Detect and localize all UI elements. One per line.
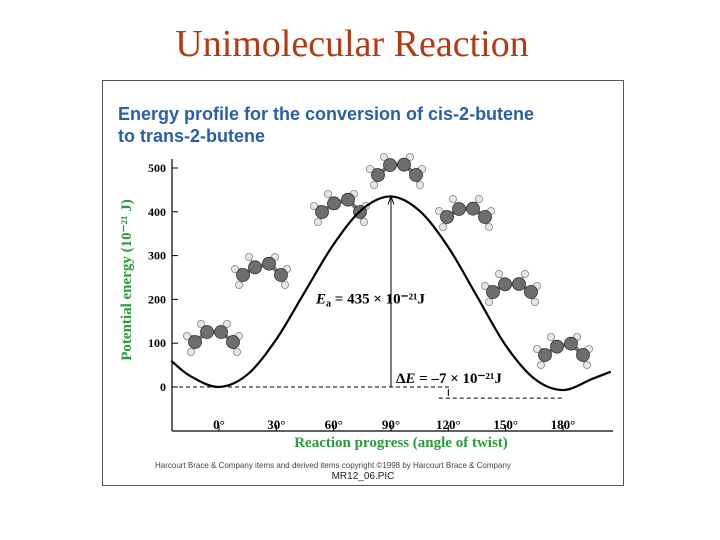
chart-title-line-1: Energy profile for the conversion of cis…	[118, 104, 535, 124]
carbon-atom	[200, 325, 214, 339]
x-tick-label: 150°	[493, 417, 518, 432]
hydrogen-atom	[182, 332, 191, 340]
delta-e-label: ΔE = –7 × 10⁻²¹J	[396, 371, 502, 387]
hydrogen-atom	[196, 319, 205, 328]
energy-profile-chart: 0 100 200 300 400 500 0° 30° 60° 90° 120° 150° 180° R…	[119, 152, 613, 451]
hydrogen-atom	[532, 345, 541, 353]
molecule-model	[480, 269, 541, 306]
carbon-atom	[262, 256, 276, 271]
carbon-atom	[466, 201, 480, 216]
hydrogen-atom	[186, 347, 195, 356]
x-tick-label: 60°	[325, 417, 343, 432]
carbon-atom	[188, 335, 202, 349]
hydrogen-atom	[536, 360, 545, 369]
carbon-atom	[550, 339, 564, 354]
hydrogen-atom	[232, 347, 241, 356]
hydrogen-atom	[379, 152, 388, 161]
hydrogen-atom	[494, 269, 503, 278]
carbon-atom	[236, 268, 250, 282]
chart-axes	[171, 159, 613, 432]
hydrogen-atom	[359, 217, 368, 226]
ea-label: Ea = 435 × 10⁻²¹J	[315, 291, 426, 309]
hydrogen-atom	[234, 280, 243, 289]
hydrogen-atom	[222, 319, 231, 328]
carbon-atom	[498, 277, 512, 292]
x-tick-label: 30°	[267, 417, 285, 432]
hydrogen-atom	[244, 252, 253, 261]
hydrogen-atom	[530, 297, 539, 306]
y-tick-label: 400	[148, 205, 166, 219]
carbon-atom	[512, 277, 526, 291]
molecule-model	[365, 152, 426, 189]
x-tick-label: 120°	[436, 417, 461, 432]
carbon-atom	[564, 336, 578, 351]
carbon-atom	[478, 210, 492, 224]
molecule-model	[309, 189, 370, 226]
x-tick-label: 180°	[551, 417, 576, 432]
molecule-model	[532, 332, 593, 369]
carbon-atom	[524, 285, 538, 299]
carbon-atom	[274, 268, 288, 282]
hydrogen-atom	[484, 297, 493, 306]
carbon-atom	[371, 168, 385, 182]
carbon-atom	[341, 192, 355, 207]
carbon-atom	[538, 348, 552, 362]
hydrogen-atom	[323, 189, 332, 198]
hydrogen-atom	[520, 269, 529, 278]
hydrogen-atom	[546, 332, 555, 341]
x-tick-label: 90°	[382, 417, 400, 432]
copyright-credit: Harcourt Brace & Company items and deriv…	[155, 461, 511, 470]
y-tick-label: 100	[148, 336, 166, 350]
figure-panel: Energy profile for the conversion of cis…	[102, 80, 624, 486]
hydrogen-atom	[365, 165, 374, 173]
y-tick-label: 300	[148, 249, 166, 263]
carbon-atom	[226, 335, 240, 349]
hydrogen-atom	[480, 282, 489, 290]
molecule-models	[182, 152, 593, 369]
slide-title: Unimolecular Reaction	[175, 23, 529, 65]
carbon-atom	[248, 260, 262, 275]
carbon-atom	[576, 348, 590, 362]
chart-annotations: Ea = 435 × 10⁻²¹J ΔE = –7 × 10⁻²¹J	[172, 195, 563, 399]
hydrogen-atom	[484, 222, 493, 231]
chart-title: Energy profile for the conversion of cis…	[118, 103, 618, 147]
carbon-atom	[397, 157, 411, 172]
hydrogen-atom	[448, 194, 457, 203]
carbon-atom	[327, 196, 341, 211]
y-axis-title: Potential energy (10⁻²¹ J)	[119, 199, 135, 360]
y-tick-label: 200	[148, 292, 166, 306]
carbon-atom	[383, 158, 397, 172]
carbon-atom	[440, 210, 454, 224]
chart-title-line-2: to trans-2-butene	[118, 126, 266, 146]
molecule-model	[434, 194, 495, 231]
hydrogen-atom	[415, 180, 424, 189]
hydrogen-atom	[313, 217, 322, 226]
hydrogen-atom	[309, 202, 318, 210]
carbon-atom	[452, 202, 466, 216]
hydrogen-atom	[230, 265, 239, 273]
hydrogen-atom	[582, 360, 591, 369]
chart-ticks: 0 100 200 300 400 500 0° 30° 60° 90° 120° 150° 180° R…	[119, 161, 575, 451]
carbon-atom	[486, 285, 500, 299]
x-tick-label: 0°	[213, 417, 225, 432]
hydrogen-atom	[474, 194, 483, 203]
hydrogen-atom	[405, 152, 414, 161]
hydrogen-atom	[369, 180, 378, 189]
hydrogen-atom	[434, 207, 443, 215]
file-name: MR12_06.PIC	[331, 471, 395, 482]
carbon-atom	[315, 205, 329, 219]
carbon-atom	[214, 325, 228, 339]
hydrogen-atom	[280, 280, 289, 289]
ea-arrow-head	[387, 195, 395, 205]
molecule-model	[230, 252, 291, 289]
hydrogen-atom	[438, 222, 447, 231]
y-tick-label: 0	[160, 380, 166, 394]
molecule-model	[182, 319, 243, 356]
y-tick-label: 500	[148, 161, 166, 175]
x-axis-title: Reaction progress (angle of twist)	[294, 435, 508, 451]
carbon-atom	[409, 168, 423, 182]
